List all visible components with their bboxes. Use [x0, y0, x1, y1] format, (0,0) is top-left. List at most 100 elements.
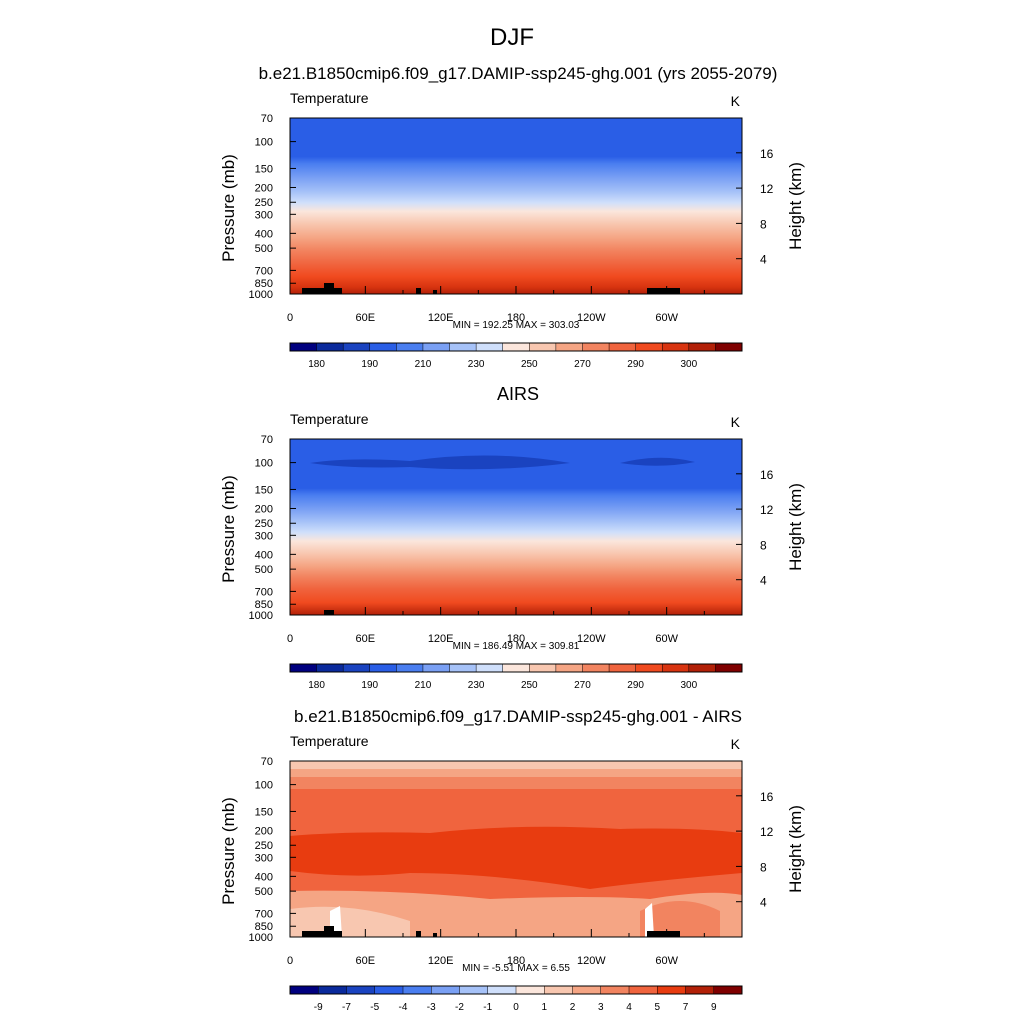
- y2-tick-label: 4: [760, 574, 767, 588]
- x-tick-label: 60W: [655, 955, 678, 967]
- y-tick-label: 250: [255, 197, 273, 209]
- contour-band: [290, 769, 742, 779]
- x-tick-label: 60W: [655, 633, 678, 645]
- topography-mask: [416, 931, 421, 937]
- y-tick-label: 700: [255, 908, 273, 920]
- contour-band: [290, 777, 742, 789]
- contour-band: [290, 906, 410, 937]
- y-tick-label: 200: [255, 182, 273, 194]
- x-tick-label: 180: [507, 633, 525, 645]
- colorbar-swatch: [572, 986, 602, 994]
- topography-mask: [302, 283, 342, 294]
- y-tick-label: 850: [255, 921, 273, 933]
- y-axis-title: Pressure (mb): [219, 475, 238, 583]
- colorbar-label: -1: [483, 1002, 492, 1013]
- colorbar-swatch: [459, 986, 489, 994]
- panel-title: b.e21.B1850cmip6.f09_g17.DAMIP-ssp245-gh…: [259, 64, 778, 83]
- colorbar-swatch: [713, 986, 743, 994]
- y-tick-label: 70: [261, 434, 273, 446]
- colorbar-swatch: [476, 664, 504, 672]
- contour-field: [290, 118, 742, 294]
- colorbar-label: -4: [399, 1002, 408, 1013]
- y-tick-label: 300: [255, 530, 273, 542]
- colorbar-swatch: [449, 343, 477, 351]
- colorbar-label: 5: [654, 1002, 660, 1013]
- colorbar-label: -3: [427, 1002, 436, 1013]
- colorbar-swatch: [290, 664, 318, 672]
- colorbar-swatch: [555, 664, 583, 672]
- colorbar-label: 9: [711, 1002, 717, 1013]
- contour-band: [645, 903, 654, 937]
- colorbar-swatch: [422, 664, 451, 672]
- colorbar-label: 190: [361, 359, 378, 370]
- colorbar-label: -9: [314, 1002, 323, 1013]
- y-tick-label: 1000: [249, 610, 273, 622]
- x-tick-label: 60E: [356, 955, 376, 967]
- panel-3: b.e21.B1850cmip6.f09_g17.DAMIP-ssp245-gh…: [219, 707, 805, 1013]
- colorbar-swatch: [715, 664, 743, 672]
- colorbar-label: 290: [627, 359, 644, 370]
- colorbar-label: 180: [308, 680, 325, 691]
- panel-1: b.e21.B1850cmip6.f09_g17.DAMIP-ssp245-gh…: [219, 64, 805, 370]
- y-tick-label: 100: [255, 137, 273, 149]
- y-tick-label: 400: [255, 871, 273, 883]
- topography-mask: [433, 933, 437, 937]
- colorbar-frame: [289, 342, 743, 352]
- y-tick-label: 500: [255, 243, 273, 255]
- colorbar-swatch: [600, 986, 630, 994]
- y-tick-label: 100: [255, 780, 273, 792]
- colorbar-swatch: [316, 343, 344, 351]
- colorbar-label: -7: [342, 1002, 351, 1013]
- y-tick-label: 150: [255, 806, 273, 818]
- colorbar-swatch: [516, 986, 545, 994]
- x-tick-label: 120W: [577, 633, 606, 645]
- colorbar-label: 230: [468, 359, 485, 370]
- colorbar-swatch: [290, 343, 318, 351]
- colorbar-swatch: [662, 343, 690, 351]
- colorbar-label: 2: [570, 1002, 576, 1013]
- colorbar-label: 4: [626, 1002, 632, 1013]
- y-tick-label: 70: [261, 756, 273, 768]
- colorbar-swatch: [396, 343, 424, 351]
- y2-tick-label: 8: [760, 217, 767, 231]
- colorbar-swatch: [316, 664, 344, 672]
- contour-warm-region: [290, 826, 742, 889]
- panels: b.e21.B1850cmip6.f09_g17.DAMIP-ssp245-gh…: [219, 64, 805, 1013]
- colorbar-swatch: [290, 986, 319, 994]
- colorbar-swatch: [502, 343, 530, 351]
- colorbar-swatch: [396, 664, 424, 672]
- y-tick-label: 250: [255, 840, 273, 852]
- y-tick-label: 400: [255, 549, 273, 561]
- x-tick-label: 60W: [655, 312, 678, 324]
- colorbar-swatch: [502, 664, 530, 672]
- topography-mask: [324, 610, 334, 615]
- colorbar-swatch: [635, 343, 663, 351]
- y-tick-label: 100: [255, 458, 273, 470]
- y-tick-label: 850: [255, 599, 273, 611]
- y-tick-label: 70: [261, 113, 273, 125]
- colorbar-swatch: [476, 343, 504, 351]
- colorbar-swatch: [529, 343, 557, 351]
- x-tick-label: 180: [507, 312, 525, 324]
- y-tick-label: 850: [255, 278, 273, 290]
- contour-band: [640, 901, 720, 937]
- y2-axis-title: Height (km): [786, 805, 805, 893]
- colorbar-swatch: [431, 986, 460, 994]
- colorbar-label: 290: [627, 680, 644, 691]
- colorbar-swatch: [582, 343, 610, 351]
- y-tick-label: 150: [255, 484, 273, 496]
- units-label: K: [731, 736, 741, 752]
- panel-title: b.e21.B1850cmip6.f09_g17.DAMIP-ssp245-gh…: [294, 707, 742, 726]
- colorbar-label: 270: [574, 680, 591, 691]
- x-tick-label: 120W: [577, 955, 606, 967]
- colorbar-swatch: [715, 343, 743, 351]
- colorbar-swatch: [544, 986, 573, 994]
- y-tick-label: 1000: [249, 932, 273, 944]
- x-tick-label: 0: [287, 633, 293, 645]
- colorbar-label: 1: [541, 1002, 547, 1013]
- y2-axis-title: Height (km): [786, 483, 805, 571]
- y-tick-label: 1000: [249, 289, 273, 301]
- x-tick-label: 0: [287, 312, 293, 324]
- colorbar-label: -2: [455, 1002, 464, 1013]
- variable-label: Temperature: [290, 411, 369, 427]
